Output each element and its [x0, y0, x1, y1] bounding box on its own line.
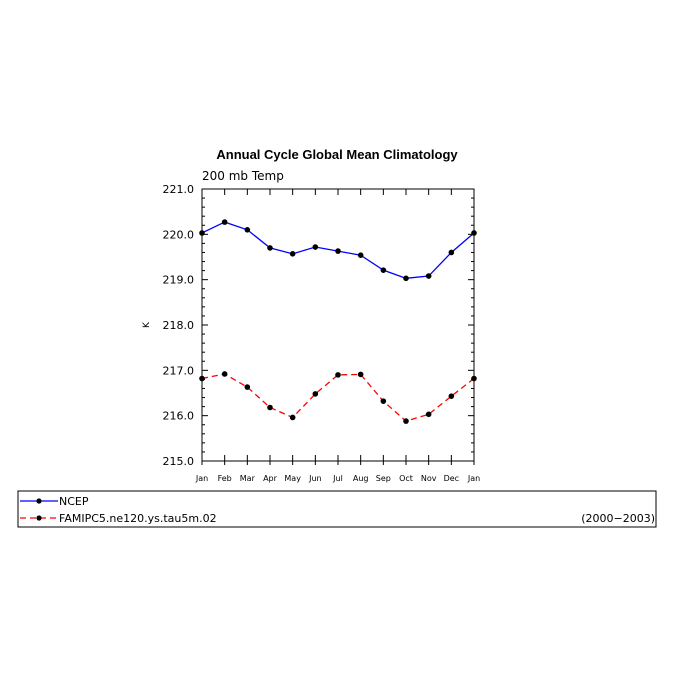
- y-tick-label: 220.0: [163, 228, 195, 241]
- data-point: [448, 393, 455, 399]
- legend-marker-ncep: [36, 498, 42, 504]
- x-tick-label: Jun: [308, 474, 322, 483]
- data-point: [448, 249, 455, 256]
- series-group: [199, 219, 477, 424]
- y-tick-label: 215.0: [163, 455, 195, 468]
- x-tick-label: Jan: [467, 474, 480, 483]
- data-point: [335, 248, 341, 254]
- legend-label-famipc5: FAMIPC5.ne120.ys.tau5m.02: [59, 512, 217, 525]
- data-point: [199, 375, 205, 382]
- x-tick-label: Dec: [444, 474, 459, 483]
- legend-period: (2000−2003): [581, 512, 655, 525]
- y-tick-label: 217.0: [163, 364, 195, 377]
- x-tick-label: May: [284, 474, 301, 483]
- data-point: [335, 372, 341, 378]
- y-tick-label: 221.0: [163, 183, 195, 196]
- legend-marker-famipc5: [36, 515, 42, 521]
- legend-entry-ncep: NCEP: [20, 495, 89, 508]
- data-point: [244, 384, 251, 390]
- data-point: [471, 230, 477, 236]
- data-point: [425, 411, 432, 418]
- data-point: [199, 230, 205, 236]
- y-tick-label: 216.0: [163, 410, 195, 423]
- plot-frame: [201, 188, 475, 462]
- y-tick-label: 218.0: [163, 319, 195, 332]
- legend-label-ncep: NCEP: [59, 495, 89, 508]
- data-point: [425, 273, 432, 279]
- x-tick-label: Aug: [353, 474, 369, 483]
- x-tick-label: Jul: [332, 474, 343, 483]
- data-point: [471, 375, 477, 382]
- x-tick-labels: Jan Feb Mar Apr May Jun Jul Aug Sep Oct Nov Dec Jan: [195, 474, 480, 483]
- chart-subtitle: 200 mb Temp: [202, 169, 284, 183]
- chart-title: Annual Cycle Global Mean Climatology: [216, 147, 458, 162]
- x-tick-label: Mar: [240, 474, 256, 483]
- data-point: [289, 414, 296, 421]
- x-tick-label: Oct: [399, 474, 413, 483]
- data-point: [221, 371, 228, 377]
- y-tick-label: 219.0: [163, 274, 195, 287]
- data-point: [403, 275, 409, 282]
- data-point: [380, 398, 387, 404]
- x-tick-label: Nov: [421, 474, 437, 483]
- y-tick-labels: 215.0 216.0 217.0 218.0 219.0 220.0 221.0: [163, 183, 195, 468]
- data-point: [267, 404, 273, 411]
- data-point: [312, 244, 319, 250]
- y-axis-label: K: [142, 321, 152, 328]
- x-tick-label: Sep: [376, 474, 391, 483]
- x-tick-label: Feb: [218, 474, 232, 483]
- data-point: [403, 418, 409, 424]
- x-tick-label: Apr: [263, 474, 278, 483]
- legend-entry-famipc5: FAMIPC5.ne120.ys.tau5m.02: [20, 512, 217, 525]
- data-point: [357, 252, 364, 258]
- x-tick-label: Jan: [195, 474, 208, 483]
- data-point: [267, 245, 273, 251]
- data-point: [312, 391, 319, 397]
- data-point: [289, 251, 296, 257]
- data-point: [221, 219, 228, 225]
- data-point: [244, 227, 251, 233]
- data-point: [357, 371, 364, 378]
- axis-ticks: [201, 188, 475, 465]
- legend-box: [17, 490, 657, 528]
- series-line-famipc5: [201, 373, 475, 422]
- data-point: [380, 267, 387, 273]
